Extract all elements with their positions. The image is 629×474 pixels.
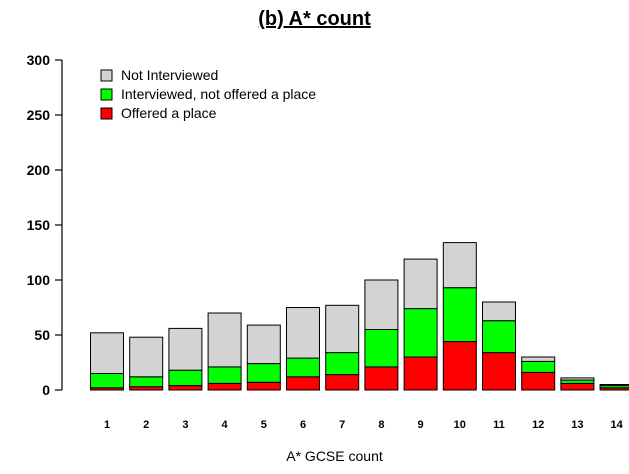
legend-swatch (100, 107, 113, 120)
bar-segment (403, 258, 438, 310)
x-tick-label: 3 (182, 419, 188, 431)
bar-segment (521, 360, 556, 373)
bar-segment (482, 320, 516, 354)
bar-segment (442, 287, 477, 343)
bar-segment (168, 385, 203, 391)
x-tick-label: 6 (300, 419, 306, 431)
bar-segment (442, 341, 477, 391)
bar-segment (403, 356, 438, 391)
bar-segment (90, 373, 124, 389)
bar-segment (442, 242, 477, 289)
y-tick-label: 200 (27, 162, 51, 178)
x-tick-label: 11 (493, 419, 505, 431)
x-tick-label: 5 (261, 419, 267, 431)
x-tick-label: 14 (610, 419, 623, 431)
x-tick-label: 9 (418, 419, 424, 431)
bar-segment (207, 366, 242, 384)
bar-segment (325, 352, 360, 376)
x-axis-label: A* GCSE count (286, 448, 383, 464)
bar-segment (325, 304, 360, 354)
bar-segment (129, 336, 164, 378)
bar-segment (560, 377, 595, 381)
bar-segment (286, 376, 320, 391)
x-tick-label: 7 (339, 419, 345, 431)
legend-label: Interviewed, not offered a place (121, 86, 316, 102)
bar-segment (246, 324, 281, 365)
bar-segment (286, 307, 320, 359)
chart-title: (b) A* count (258, 8, 371, 30)
bar-segment (364, 329, 399, 368)
bar-segment (364, 366, 399, 391)
bar-segment (325, 374, 360, 391)
bar-segment (90, 332, 124, 374)
y-tick-label: 50 (34, 327, 50, 343)
legend-label: Offered a place (121, 105, 217, 121)
y-tick-label: 0 (42, 382, 50, 398)
bar-segment (168, 369, 203, 387)
bar-segment (482, 301, 516, 322)
bar-segment (482, 352, 516, 391)
bar-segment (521, 356, 556, 362)
bar-segment (246, 363, 281, 383)
bar-segment (560, 382, 595, 391)
bar-segment (207, 312, 242, 368)
x-tick-label: 2 (143, 419, 149, 431)
y-tick-label: 100 (27, 272, 51, 288)
bar-segment (129, 376, 164, 388)
x-tick-label: 4 (222, 419, 229, 431)
y-tick-label: 300 (27, 52, 51, 68)
x-tick-label: 8 (378, 419, 384, 431)
x-tick-label: 13 (571, 419, 583, 431)
bar-segment (521, 371, 556, 391)
x-tick-label: 10 (454, 419, 466, 431)
bar-segment (207, 382, 242, 391)
legend-swatch (100, 88, 113, 101)
legend-swatch (100, 69, 113, 82)
x-tick-label: 1 (104, 419, 110, 431)
bar-segment (286, 357, 320, 378)
y-tick-label: 150 (27, 217, 51, 233)
y-tick-label: 250 (27, 107, 51, 123)
legend-label: Not Interviewed (121, 67, 218, 83)
bar-segment (364, 279, 399, 330)
bar-segment (168, 327, 203, 371)
bar-segment (403, 308, 438, 358)
bar-segment (246, 381, 281, 391)
x-tick-label: 12 (532, 419, 544, 431)
bar-segment (599, 384, 629, 387)
